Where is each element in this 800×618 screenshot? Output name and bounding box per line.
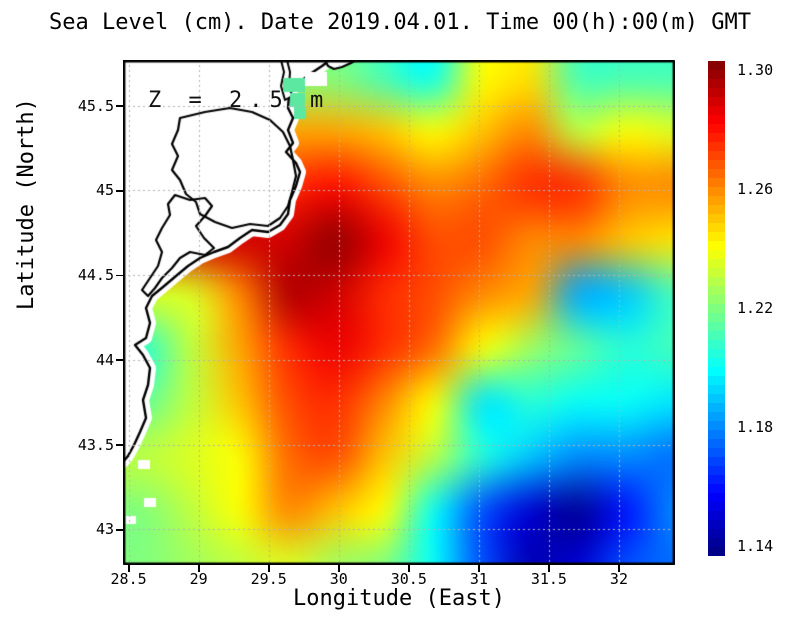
y-tick-label: 44.5 bbox=[77, 266, 114, 285]
colorbar-segment bbox=[708, 268, 725, 277]
colorbar-segment bbox=[708, 340, 725, 349]
colorbar-segment bbox=[708, 160, 725, 169]
tick-mark bbox=[116, 274, 123, 277]
colorbar-segment bbox=[708, 286, 725, 295]
colorbar-segment bbox=[708, 88, 725, 97]
colorbar-segment bbox=[708, 466, 725, 475]
colorbar-segment bbox=[708, 223, 725, 232]
y-tick-label: 45 bbox=[95, 181, 114, 200]
colorbar-tick-label: 1.22 bbox=[737, 298, 774, 317]
tick-mark bbox=[198, 565, 200, 572]
colorbar-segment bbox=[708, 313, 725, 322]
colorbar-segment bbox=[708, 97, 725, 106]
x-tick-label: 32 bbox=[609, 570, 628, 588]
x-tick-label: 31.5 bbox=[530, 570, 567, 588]
colorbar-segment bbox=[708, 430, 725, 439]
colorbar-segment bbox=[708, 79, 725, 88]
y-tick-label: 43.5 bbox=[77, 435, 114, 454]
y-tick-label: 44 bbox=[95, 350, 114, 369]
colorbar-segment bbox=[708, 214, 725, 223]
colorbar-segment bbox=[708, 106, 725, 115]
colorbar-segment bbox=[708, 295, 725, 304]
colorbar-segment bbox=[708, 484, 725, 493]
colorbar-segment bbox=[708, 547, 725, 556]
x-axis-label: Longitude (East) bbox=[293, 586, 505, 611]
colorbar-segment bbox=[708, 511, 725, 520]
colorbar-segment bbox=[708, 151, 725, 160]
colorbar-segment bbox=[708, 277, 725, 286]
colorbar-segment bbox=[708, 367, 725, 376]
colorbar-segment bbox=[708, 358, 725, 367]
depth-annotation: Z = 2.5 m bbox=[148, 88, 331, 113]
tick-mark bbox=[116, 444, 123, 446]
chart-title: Sea Level (cm). Date 2019.04.01. Time 00… bbox=[49, 10, 751, 35]
tick-mark bbox=[116, 359, 123, 362]
tick-mark bbox=[116, 189, 123, 192]
colorbar-segment bbox=[708, 520, 725, 529]
colorbar-segment bbox=[708, 259, 725, 268]
colorbar-tick-label: 1.26 bbox=[737, 179, 774, 198]
x-tick-label: 29.5 bbox=[250, 570, 287, 588]
colorbar-segment bbox=[708, 394, 725, 403]
tick-mark bbox=[128, 565, 130, 572]
colorbar-segment bbox=[708, 133, 725, 142]
x-tick-label: 30.5 bbox=[390, 570, 427, 588]
colorbar-segment bbox=[708, 115, 725, 124]
colorbar-segment bbox=[708, 331, 725, 340]
colorbar-segment bbox=[708, 529, 725, 538]
sea-level-heatmap-canvas bbox=[123, 60, 675, 565]
colorbar-segment bbox=[708, 457, 725, 466]
colorbar-segment bbox=[708, 70, 725, 79]
y-tick-label: 45.5 bbox=[77, 96, 114, 115]
colorbar-segment bbox=[708, 142, 725, 151]
colorbar-segment bbox=[708, 205, 725, 214]
colorbar-segment bbox=[708, 448, 725, 457]
y-tick-label: 43 bbox=[95, 520, 114, 539]
x-tick-label: 31 bbox=[469, 570, 488, 588]
colorbar-segment bbox=[708, 502, 725, 511]
colorbar-tick-label: 1.14 bbox=[737, 536, 774, 555]
tick-mark bbox=[116, 105, 123, 107]
colorbar-segment bbox=[708, 232, 725, 241]
colorbar-segment bbox=[708, 124, 725, 133]
colorbar-segment bbox=[708, 304, 725, 313]
colorbar bbox=[708, 61, 725, 556]
tick-mark bbox=[408, 565, 410, 572]
tick-mark bbox=[478, 565, 480, 572]
colorbar-tick-label: 1.18 bbox=[737, 417, 774, 436]
colorbar-segment bbox=[708, 385, 725, 394]
colorbar-segment bbox=[708, 169, 725, 178]
tick-mark bbox=[618, 565, 621, 572]
tick-mark bbox=[116, 528, 123, 531]
colorbar-segment bbox=[708, 241, 725, 250]
colorbar-segment bbox=[708, 403, 725, 412]
colorbar-segment bbox=[708, 178, 725, 187]
tick-mark bbox=[338, 565, 340, 572]
colorbar-segment bbox=[708, 349, 725, 358]
colorbar-tick-label: 1.30 bbox=[737, 60, 774, 79]
x-tick-label: 28.5 bbox=[110, 570, 147, 588]
colorbar-segment bbox=[708, 493, 725, 502]
x-tick-label: 29 bbox=[189, 570, 208, 588]
tick-mark bbox=[548, 565, 550, 572]
colorbar-segment bbox=[708, 250, 725, 259]
colorbar-segment bbox=[708, 196, 725, 205]
colorbar-segment bbox=[708, 376, 725, 385]
colorbar-segment bbox=[708, 412, 725, 421]
colorbar-segment bbox=[708, 61, 725, 70]
colorbar-segment bbox=[708, 322, 725, 331]
x-tick-label: 30 bbox=[329, 570, 348, 588]
tick-mark bbox=[268, 565, 270, 572]
colorbar-segment bbox=[708, 538, 725, 547]
colorbar-segment bbox=[708, 439, 725, 448]
colorbar-segment bbox=[708, 187, 725, 196]
colorbar-segment bbox=[708, 421, 725, 430]
colorbar-segment bbox=[708, 475, 725, 484]
